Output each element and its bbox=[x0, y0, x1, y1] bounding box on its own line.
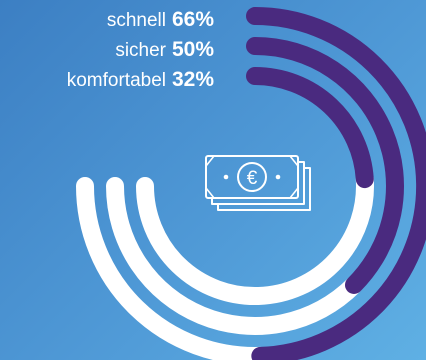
ring-remaining-sicher bbox=[106, 177, 363, 335]
euro-banknote-icon: € bbox=[205, 155, 311, 211]
legend-label: komfortabel bbox=[66, 70, 166, 91]
ring-value-komfortabel bbox=[246, 67, 374, 189]
legend-row-komfortabel: komfortabel 32% bbox=[67, 68, 230, 92]
legend-row-schnell: schnell 66% bbox=[107, 8, 230, 32]
legend-value: 50% bbox=[172, 38, 215, 61]
legend-value: 66% bbox=[172, 8, 215, 31]
legend-label: schnell bbox=[106, 10, 166, 31]
rings-group bbox=[76, 7, 426, 360]
legend-value: 32% bbox=[172, 68, 215, 91]
ring-remaining-komfortabel bbox=[136, 170, 374, 306]
ring-remaining-schnell bbox=[76, 177, 270, 360]
legend-label: sicher bbox=[115, 40, 166, 61]
ring-value-sicher bbox=[246, 37, 404, 294]
ring-value-schnell bbox=[246, 7, 426, 360]
svg-text:€: € bbox=[247, 168, 258, 189]
legend-row-sicher: sicher 50% bbox=[115, 38, 230, 62]
